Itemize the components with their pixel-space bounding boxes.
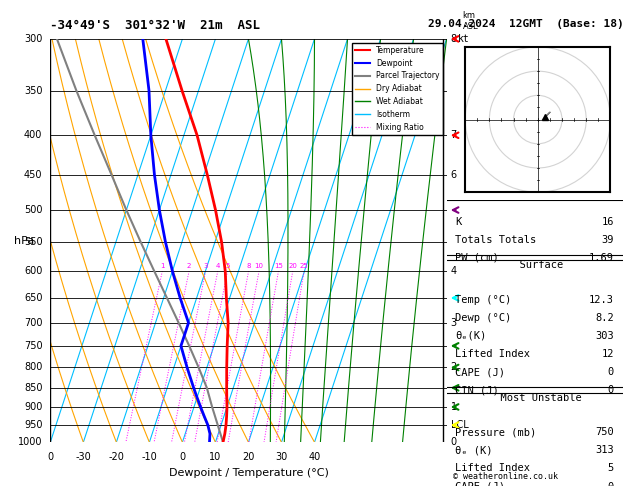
Text: Dewpoint / Temperature (°C): Dewpoint / Temperature (°C) — [169, 469, 328, 479]
Text: Pressure (mb): Pressure (mb) — [455, 427, 537, 437]
Text: 7: 7 — [450, 130, 457, 140]
Text: 0: 0 — [47, 452, 53, 462]
Text: 303: 303 — [595, 331, 614, 341]
Text: 850: 850 — [24, 383, 42, 393]
Text: 39: 39 — [601, 235, 614, 245]
Text: 10: 10 — [255, 263, 264, 269]
Text: PW (cm): PW (cm) — [455, 253, 499, 263]
Text: Totals Totals: Totals Totals — [455, 235, 537, 245]
Text: 800: 800 — [24, 363, 42, 372]
Text: kt: kt — [458, 34, 470, 44]
Text: 4: 4 — [450, 266, 457, 276]
Text: 40: 40 — [308, 452, 321, 462]
Text: Dewp (°C): Dewp (°C) — [455, 313, 511, 323]
Text: 8: 8 — [247, 263, 251, 269]
Text: 1: 1 — [450, 402, 457, 412]
Legend: Temperature, Dewpoint, Parcel Trajectory, Dry Adiabat, Wet Adiabat, Isotherm, Mi: Temperature, Dewpoint, Parcel Trajectory… — [352, 43, 443, 135]
Text: 900: 900 — [24, 402, 42, 412]
Text: 500: 500 — [24, 205, 42, 215]
Text: 2: 2 — [187, 263, 191, 269]
Text: 550: 550 — [24, 237, 42, 247]
Text: 3: 3 — [203, 263, 208, 269]
Text: 5: 5 — [225, 263, 230, 269]
Text: -20: -20 — [108, 452, 125, 462]
Text: 20: 20 — [242, 452, 255, 462]
Text: 400: 400 — [24, 130, 42, 140]
Text: 350: 350 — [24, 86, 42, 96]
Text: 600: 600 — [24, 266, 42, 276]
Text: hPa: hPa — [14, 236, 35, 245]
Text: 700: 700 — [24, 318, 42, 328]
Text: 1.69: 1.69 — [589, 253, 614, 263]
Text: 12: 12 — [601, 349, 614, 359]
Text: θₑ(K): θₑ(K) — [455, 331, 487, 341]
Text: 25: 25 — [299, 263, 308, 269]
Text: Surface: Surface — [506, 260, 563, 270]
Text: 30: 30 — [276, 452, 287, 462]
Text: 0: 0 — [608, 482, 614, 486]
Text: LCL: LCL — [450, 420, 469, 430]
Text: 300: 300 — [24, 34, 42, 44]
Text: 2: 2 — [450, 363, 457, 372]
Text: 1000: 1000 — [18, 437, 42, 447]
Text: 6: 6 — [450, 170, 457, 180]
Text: 12.3: 12.3 — [589, 295, 614, 305]
Text: -34°49'S  301°32'W  21m  ASL: -34°49'S 301°32'W 21m ASL — [50, 19, 260, 33]
Text: 650: 650 — [24, 293, 42, 303]
Text: CAPE (J): CAPE (J) — [455, 482, 505, 486]
Text: Most Unstable: Most Unstable — [487, 393, 582, 402]
Text: θₑ (K): θₑ (K) — [455, 445, 493, 455]
Text: K: K — [455, 217, 462, 226]
Text: -30: -30 — [75, 452, 91, 462]
Text: 20: 20 — [288, 263, 297, 269]
Text: 313: 313 — [595, 445, 614, 455]
Text: 0: 0 — [179, 452, 186, 462]
Text: Temp (°C): Temp (°C) — [455, 295, 511, 305]
Text: 3: 3 — [450, 318, 457, 328]
Text: 29.04.2024  12GMT  (Base: 18): 29.04.2024 12GMT (Base: 18) — [428, 19, 623, 30]
Text: km
ASL: km ASL — [462, 11, 478, 31]
Text: 15: 15 — [274, 263, 283, 269]
Text: 1: 1 — [160, 263, 165, 269]
Text: 8: 8 — [450, 34, 457, 44]
Text: Lifted Index: Lifted Index — [455, 349, 530, 359]
Text: 750: 750 — [595, 427, 614, 437]
Text: 5: 5 — [608, 464, 614, 473]
Text: 16: 16 — [601, 217, 614, 226]
Text: 4: 4 — [216, 263, 220, 269]
Text: Lifted Index: Lifted Index — [455, 464, 530, 473]
Text: 8.2: 8.2 — [595, 313, 614, 323]
Text: 950: 950 — [24, 420, 42, 430]
Text: -10: -10 — [142, 452, 157, 462]
Text: 750: 750 — [24, 341, 42, 351]
Text: 0: 0 — [608, 367, 614, 377]
Text: 10: 10 — [209, 452, 221, 462]
Text: © weatheronline.co.uk: © weatheronline.co.uk — [453, 472, 558, 481]
Text: 0: 0 — [450, 437, 457, 447]
Text: 0: 0 — [608, 385, 614, 396]
Text: CAPE (J): CAPE (J) — [455, 367, 505, 377]
Text: CIN (J): CIN (J) — [455, 385, 499, 396]
Text: 450: 450 — [24, 170, 42, 180]
